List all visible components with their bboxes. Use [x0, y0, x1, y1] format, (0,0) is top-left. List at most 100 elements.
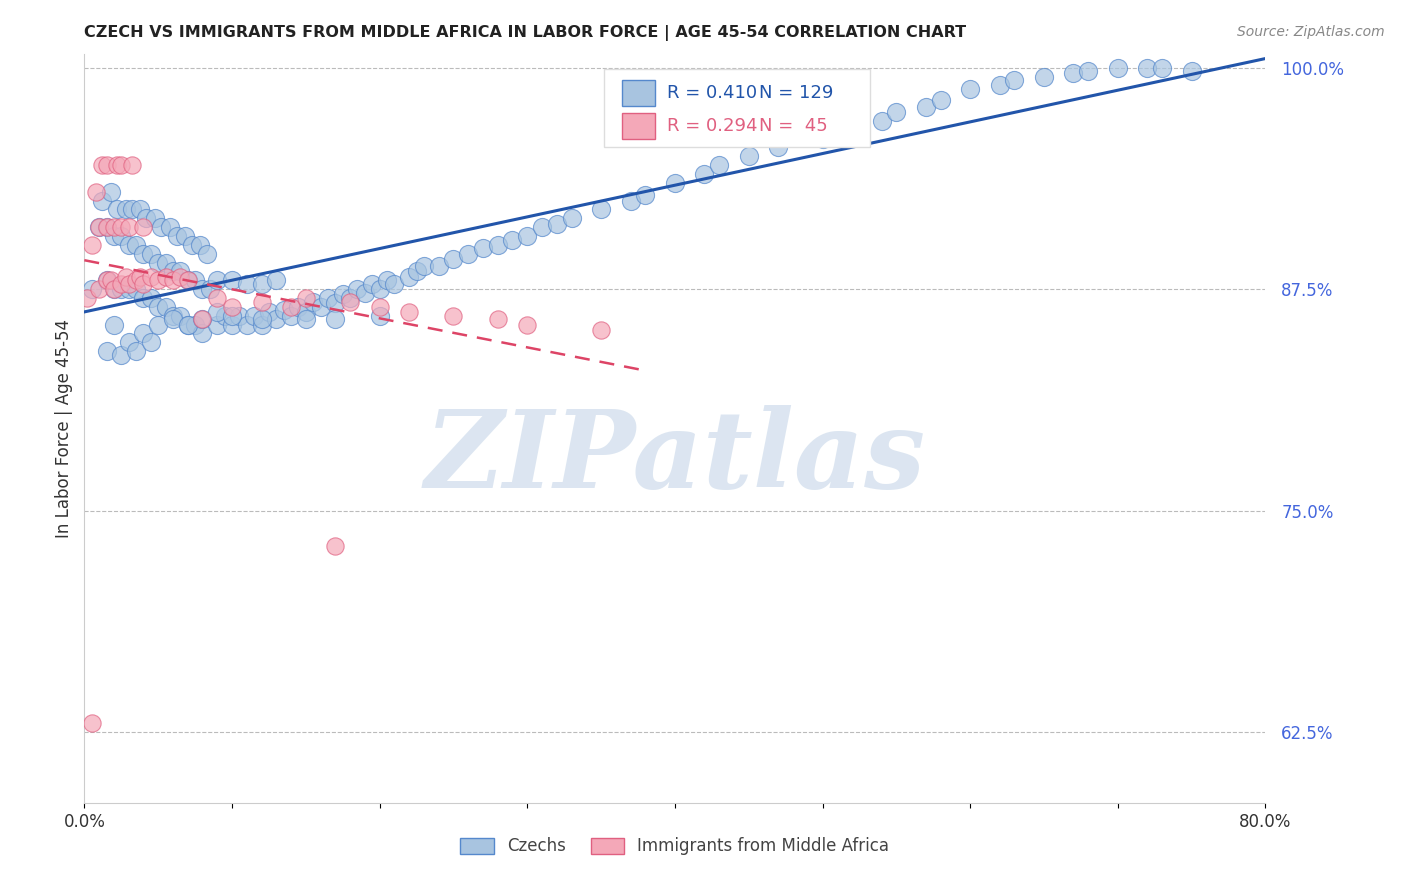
Point [195, 246, 218, 260]
Point [811, 131, 834, 145]
Point [105, 202, 128, 217]
Point [110, 277, 132, 291]
Point [664, 176, 686, 190]
Point [472, 241, 495, 255]
Point [155, 269, 177, 284]
Point [132, 220, 155, 235]
Point [768, 140, 790, 154]
Y-axis label: In Labor Force | Age 45-54: In Labor Force | Age 45-54 [55, 318, 73, 538]
Point [184, 318, 207, 332]
Point [382, 277, 406, 291]
Text: ZIPatlas: ZIPatlas [425, 405, 925, 511]
Point [273, 303, 295, 318]
Point [148, 255, 170, 269]
Point [295, 305, 318, 319]
Point [100, 185, 122, 199]
Point [132, 291, 155, 305]
Point [87, 220, 111, 235]
Point [155, 300, 177, 314]
Point [443, 252, 465, 266]
Text: CZECH VS IMMIGRANTS FROM MIDDLE AFRICA IN LABOR FORCE | AGE 45-54 CORRELATION CH: CZECH VS IMMIGRANTS FROM MIDDLE AFRICA I… [84, 25, 966, 41]
Point [886, 105, 908, 120]
Point [118, 282, 141, 296]
Point [207, 291, 229, 305]
Point [228, 309, 250, 323]
Point [177, 273, 200, 287]
Point [103, 318, 125, 332]
Bar [621, 80, 655, 106]
Point [121, 202, 143, 217]
Point [221, 300, 243, 314]
Point [139, 269, 162, 284]
Point [236, 318, 259, 332]
Point [302, 294, 325, 309]
Point [738, 149, 761, 163]
Point [87, 282, 111, 296]
Point [80, 237, 103, 252]
Point [486, 237, 509, 252]
Point [191, 312, 214, 326]
Text: Source: ZipAtlas.com: Source: ZipAtlas.com [1237, 25, 1385, 39]
Point [361, 277, 384, 291]
Point [166, 229, 188, 244]
Point [413, 259, 436, 273]
Point [125, 237, 148, 252]
Point [121, 158, 143, 172]
Point [280, 300, 302, 314]
Point [250, 318, 273, 332]
Point [368, 282, 391, 296]
Point [103, 229, 125, 244]
Point [110, 282, 132, 296]
Text: R = 0.294: R = 0.294 [666, 117, 756, 136]
Point [368, 309, 391, 323]
Point [148, 300, 170, 314]
Point [132, 246, 155, 260]
Point [125, 282, 148, 296]
Point [1063, 66, 1085, 80]
Point [155, 255, 177, 269]
Point [693, 167, 716, 181]
Point [561, 211, 583, 226]
Legend: Czechs, Immigrants from Middle Africa: Czechs, Immigrants from Middle Africa [454, 830, 896, 862]
Point [84, 185, 107, 199]
Point [162, 273, 184, 287]
Point [118, 220, 141, 235]
Point [236, 277, 259, 291]
Point [162, 264, 184, 278]
Point [332, 287, 354, 301]
Point [96, 273, 118, 287]
Point [184, 273, 207, 287]
Point [591, 323, 613, 337]
Point [129, 202, 152, 217]
Point [1004, 73, 1026, 87]
Point [181, 237, 204, 252]
Point [214, 309, 236, 323]
Point [118, 335, 141, 350]
Point [250, 277, 273, 291]
Point [80, 716, 103, 731]
Point [118, 277, 141, 291]
Point [191, 282, 214, 296]
Point [398, 305, 420, 319]
Point [325, 539, 347, 553]
Point [339, 291, 361, 305]
Point [118, 237, 141, 252]
Point [100, 273, 122, 287]
Point [929, 93, 952, 107]
Point [841, 122, 863, 136]
Point [634, 188, 657, 202]
Point [139, 291, 162, 305]
Point [76, 291, 98, 305]
Point [169, 264, 191, 278]
Point [443, 309, 465, 323]
Text: N = 129: N = 129 [759, 84, 834, 103]
Point [346, 282, 368, 296]
Point [169, 309, 191, 323]
Point [309, 300, 332, 314]
Point [96, 220, 118, 235]
Point [221, 273, 243, 287]
Point [870, 113, 893, 128]
Point [139, 246, 162, 260]
Point [325, 296, 347, 310]
FancyBboxPatch shape [605, 69, 870, 147]
